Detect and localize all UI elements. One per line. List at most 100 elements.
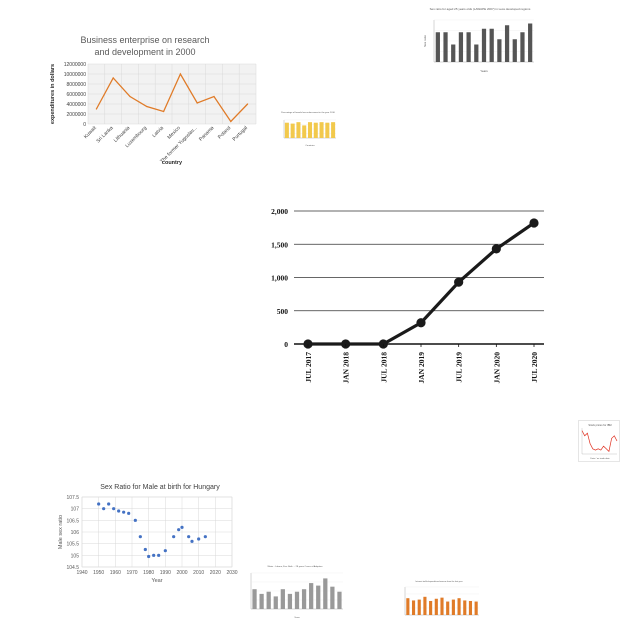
chart-title: Water - Labour, Fire: Both ... 28 years … <box>268 565 324 568</box>
x-axis-title: Year <box>151 578 162 584</box>
bar <box>446 601 450 615</box>
bar <box>331 122 336 138</box>
y-tick-label: 2,000 <box>271 207 288 216</box>
data-point <box>177 528 181 532</box>
data-point <box>196 102 198 104</box>
x-tick-label: 1940 <box>76 570 87 576</box>
cumulative-svg: 0 500 1,000 1,500 2,000 JUL 2017 JAN 2018 JUL 2… <box>271 207 544 384</box>
data-point <box>491 244 501 254</box>
x-tick-label: Latvia <box>151 125 165 139</box>
data-point <box>163 549 167 553</box>
bar <box>337 591 342 609</box>
y-tick-label: 500 <box>277 307 289 316</box>
x-tick-label: Poland <box>217 125 232 140</box>
y-tick-label: 6000000 <box>67 92 87 98</box>
bar <box>252 589 257 609</box>
data-point <box>180 525 184 529</box>
bar <box>528 23 533 62</box>
data-point <box>147 554 151 559</box>
bar <box>489 28 494 62</box>
chart-title-line2: and development in 2000 <box>94 47 195 57</box>
data-point <box>378 339 388 349</box>
bar <box>319 122 324 138</box>
y-tick-label: 105 <box>71 553 80 559</box>
x-tick-label: Mexico <box>166 125 182 141</box>
x-tick-label: 1970 <box>126 570 137 576</box>
bar <box>497 39 502 62</box>
bar <box>440 597 444 615</box>
y-tick-label: 107 <box>71 507 80 513</box>
x-tick-label: Panama <box>198 125 216 143</box>
bar <box>290 123 295 138</box>
x-tick-label: 2030 <box>226 570 237 576</box>
x-tick-label: JAN 2020 <box>492 352 501 384</box>
bar <box>474 601 478 615</box>
data-point <box>163 110 165 113</box>
data-point <box>107 502 111 506</box>
bar <box>423 596 427 615</box>
data-point <box>197 537 201 541</box>
data-point <box>127 511 131 515</box>
y-tick-label: 10000000 <box>64 72 86 78</box>
bar <box>406 598 410 615</box>
female-law-svg: Percentage of female law enforcement in … <box>281 111 336 147</box>
data-point <box>112 507 116 511</box>
bar <box>457 598 461 615</box>
bar <box>451 599 455 615</box>
y-tick-label: 105.5 <box>66 542 79 548</box>
chart-sex-ratio-hungary: Sex Ratio for Male at birth for Hungary 1… <box>55 480 245 590</box>
y-tick-label: 8000000 <box>67 82 87 88</box>
x-tick-label: JUL 2017 <box>304 352 313 383</box>
business-enterprise-svg: Business enterprise on research and deve… <box>50 35 257 166</box>
x-axis-title: Years <box>294 616 300 619</box>
x-tick-label: JAN 2018 <box>342 352 351 384</box>
y-tick-label: 104.5 <box>66 565 79 571</box>
bar <box>316 585 321 609</box>
chart-female-law: Percentage of female law enforcement in … <box>278 108 338 148</box>
data-point <box>129 95 131 98</box>
bar <box>259 593 264 609</box>
data-point <box>187 535 191 539</box>
sex-ratio-hungary-svg: Sex Ratio for Male at birth for Hungary 1… <box>58 484 238 584</box>
bar <box>287 593 293 609</box>
data-point <box>416 318 426 328</box>
y-tick-label: 0 <box>83 122 86 128</box>
chart-orange-bars: Internet traffic/expenditure/revenue fro… <box>396 577 482 625</box>
data-point <box>247 103 249 105</box>
x-tick-label: JAN 2019 <box>417 352 426 384</box>
x-tick-label: 1960 <box>110 570 121 576</box>
x-tick-label: 1980 <box>143 570 154 576</box>
x-axis-title: country <box>162 160 183 166</box>
bar <box>451 44 456 62</box>
bar <box>504 25 510 62</box>
bar <box>309 583 314 609</box>
bar <box>280 589 285 609</box>
data-point <box>157 553 161 557</box>
x-tick-label: 2020 <box>210 570 221 576</box>
bar <box>463 600 467 615</box>
bar <box>429 601 433 615</box>
data-point <box>230 120 232 123</box>
x-axis-title: Years <box>480 69 488 73</box>
x-tick-label: 2000 <box>176 570 187 576</box>
stock-prices-svg: Stock prices for IBM Date / as trade date <box>578 420 620 462</box>
grey-bars-svg: Water - Labour, Fire: Both ... 28 years … <box>250 565 343 619</box>
data-point <box>143 547 147 552</box>
chart-grey-bars: Water - Labour, Fire: Both ... 28 years … <box>243 563 347 621</box>
bar <box>302 125 307 138</box>
chart-cumulative: 0 500 1,000 1,500 2,000 JUL 2017 JAN 2018 JUL 2… <box>262 200 552 390</box>
chart-frame <box>578 420 620 462</box>
bar <box>266 591 271 609</box>
bar <box>435 32 440 62</box>
y-axis-title: Sex ratio <box>423 35 427 47</box>
x-tick-label: JUL 2020 <box>530 352 539 383</box>
x-tick-label: JUL 2019 <box>455 352 464 383</box>
bar <box>520 32 525 62</box>
sex-ratio-regions-svg: Sex ratio for aged 25 years olds (LAWAPE… <box>423 7 534 73</box>
y-tick-label: 12000000 <box>64 62 86 68</box>
data-point <box>203 535 207 539</box>
data-point <box>133 518 137 522</box>
chart-title: Sex Ratio for Male at birth for Hungary <box>100 484 220 491</box>
x-tick-label: 2010 <box>193 570 204 576</box>
bar <box>330 586 335 609</box>
